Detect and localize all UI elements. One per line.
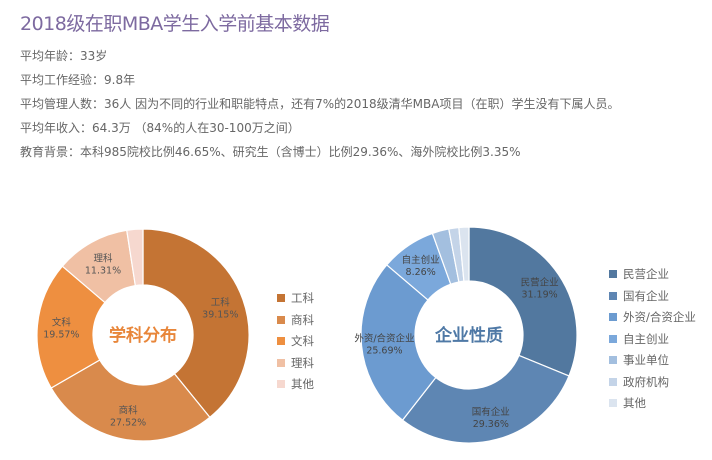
legend-label: 理科 — [291, 355, 314, 370]
legend-item: 理科 — [277, 355, 314, 371]
slice-category-label: 民营企业 — [521, 277, 559, 289]
legend-label: 事业单位 — [623, 353, 669, 367]
legend-swatch — [277, 337, 285, 345]
legend-item: 文科 — [277, 333, 314, 349]
slice-商科 — [50, 359, 211, 442]
stat-education: 教育背景：本科985院校比例46.65%、研究生（含博士）比例29.36%、海外… — [20, 145, 521, 159]
legend-item: 工科 — [277, 290, 314, 306]
legend-label: 外资/合资企业 — [623, 310, 696, 324]
slice-value-label: 8.26% — [406, 267, 436, 278]
legend-label: 政府机构 — [623, 374, 669, 389]
stat-management: 平均管理人数：36人 因为不同的行业和职能特点，还有7%的2018级清华MBA项… — [20, 97, 620, 111]
legend-swatch — [609, 399, 617, 407]
slice-其他 — [126, 228, 144, 287]
legend-item: 国有企业 — [609, 288, 669, 304]
legend-label: 国有企业 — [623, 288, 669, 303]
legend-label: 商科 — [291, 312, 314, 327]
slice-其他 — [458, 226, 470, 282]
legend-item: 政府机构 — [609, 374, 669, 390]
legend-swatch — [609, 377, 617, 386]
page-title: 2018级在职MBA学生入学前基本数据 — [20, 13, 330, 35]
legend-item: 商科 — [277, 312, 314, 328]
slice-value-label: 11.31% — [85, 265, 121, 276]
slice-value-label: 19.57% — [43, 330, 79, 341]
legend-label: 自主创业 — [623, 331, 669, 346]
slice-category-label: 工科 — [211, 297, 231, 309]
slice-category-label: 文科 — [52, 317, 72, 329]
slice-国有企业 — [401, 354, 570, 444]
legend-swatch — [609, 313, 617, 321]
legend-item: 事业单位 — [609, 352, 669, 368]
slice-category-label: 外资/合资企业 — [354, 333, 414, 345]
legend-item: 自主创业 — [609, 331, 669, 347]
legend-swatch — [277, 358, 285, 367]
legend-item: 其他 — [609, 395, 646, 411]
legend-label: 其他 — [291, 377, 314, 391]
legend-label: 民营企业 — [623, 267, 669, 281]
slice-文科 — [36, 265, 106, 389]
slice-category-label: 商科 — [119, 405, 139, 417]
legend-item: 其他 — [277, 376, 314, 392]
legend-swatch — [277, 294, 285, 302]
slice-category-label: 自主创业 — [402, 254, 440, 266]
stat-experience: 平均工作经验：9.8年 — [20, 73, 136, 87]
legend-swatch — [277, 380, 285, 388]
legend-swatch — [609, 334, 617, 343]
stat-income: 平均年收入：64.3万 （84%的人在30-100万之间） — [20, 121, 300, 135]
legend-item: 外资/合资企业 — [609, 309, 696, 325]
slice-工科 — [142, 228, 250, 419]
slice-value-label: 31.19% — [521, 290, 557, 301]
slice-外资/合资企业 — [360, 264, 437, 421]
chart-center-title: 企业性质 — [434, 325, 503, 346]
slice-value-label: 25.69% — [366, 346, 402, 357]
legend-label: 其他 — [623, 396, 646, 410]
slice-value-label: 27.52% — [110, 418, 146, 429]
slice-category-label: 理科 — [94, 252, 114, 264]
legend-label: 工科 — [291, 291, 314, 305]
legend-swatch — [609, 270, 617, 278]
legend-item: 民营企业 — [609, 266, 669, 282]
legend-swatch — [609, 291, 617, 300]
legend-label: 文科 — [291, 334, 314, 348]
slice-民营企业 — [468, 226, 578, 377]
legend-swatch — [609, 356, 617, 364]
chart-center-title: 学科分布 — [109, 325, 177, 346]
slice-value-label: 39.15% — [202, 310, 238, 321]
legend-swatch — [277, 315, 285, 324]
slice-value-label: 29.36% — [473, 419, 509, 430]
slice-category-label: 国有企业 — [472, 406, 510, 418]
stat-age: 平均年龄：33岁 — [20, 49, 108, 63]
